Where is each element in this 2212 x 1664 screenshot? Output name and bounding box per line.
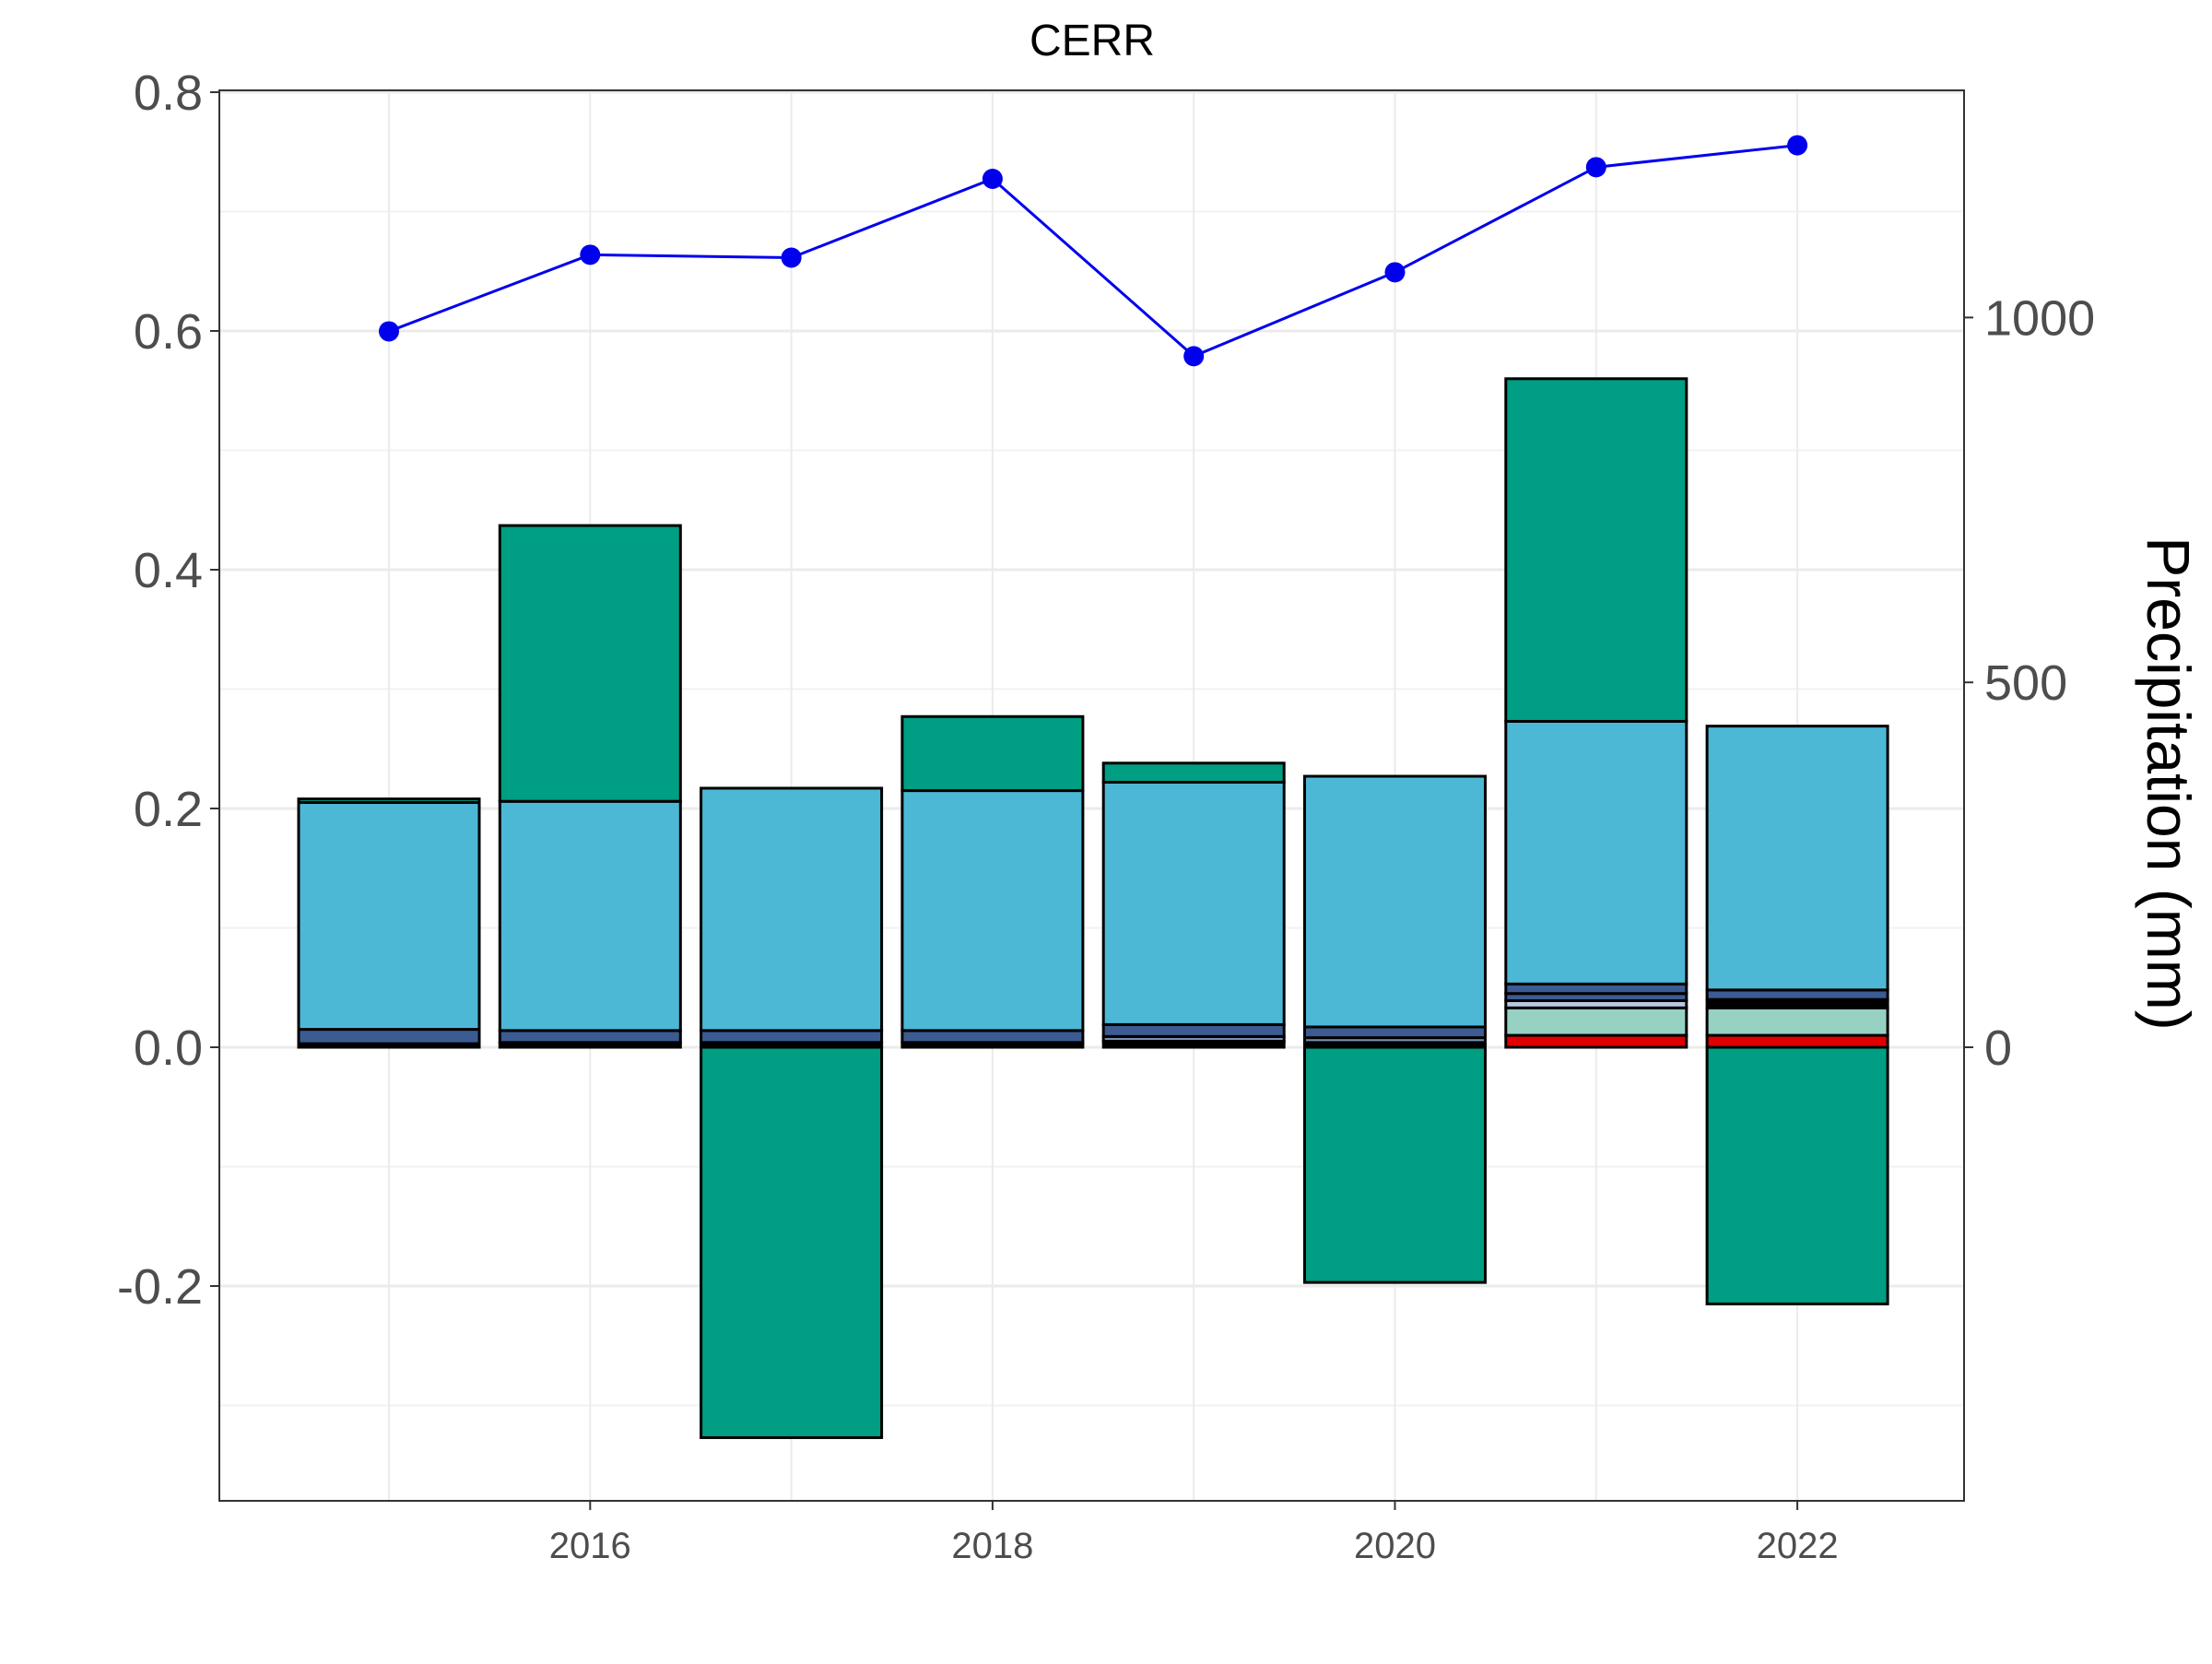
bar-segment: [900, 789, 1085, 1033]
bar-segment: [498, 524, 682, 803]
bar-segment: [1504, 1006, 1688, 1037]
bar-segment: [1504, 377, 1688, 723]
precipitation-point: [580, 244, 601, 266]
x-tick-label: 2018: [951, 1526, 1033, 1566]
bar-segment: [700, 1045, 884, 1439]
y-tick-label: 0.0: [134, 1021, 203, 1076]
bar-segment: [1504, 1033, 1688, 1049]
panel-border: [218, 89, 1965, 1502]
bar-segment: [1705, 725, 1889, 992]
y-tick-label: 0.6: [134, 304, 203, 360]
x-tick-label: 2022: [1757, 1526, 1839, 1566]
y-tick-label: 0.2: [134, 782, 203, 837]
y-tick-label: 0.8: [134, 65, 203, 121]
bar-segment: [1101, 761, 1286, 785]
y-tick-label: 0.4: [134, 543, 203, 598]
bar-segment: [297, 797, 481, 805]
bar-segment: [498, 1029, 682, 1044]
bar-segment: [1504, 719, 1688, 985]
bar-segment: [1303, 774, 1487, 1029]
bar-segment: [1101, 1022, 1286, 1038]
precipitation-line: [388, 144, 1798, 359]
bar-segment: [297, 1028, 481, 1045]
bar-segment: [1504, 982, 1688, 996]
bar-segment: [900, 714, 1085, 793]
bar-segment: [700, 786, 884, 1033]
chart-title: CERR: [1030, 17, 1155, 65]
bar-segment: [1705, 1045, 1889, 1305]
y2-tick-label: 1000: [1984, 290, 2095, 346]
right-axis-title: Precipitation (mm): [2135, 537, 2203, 1030]
bar-segment: [1303, 1025, 1487, 1040]
y2-tick-label: 500: [1984, 655, 2067, 711]
bar-segment: [297, 801, 481, 1032]
bar-segment: [1705, 988, 1889, 1001]
bar-segment: [498, 799, 682, 1033]
x-tick-label: 2016: [549, 1526, 631, 1566]
bar-segment: [700, 1029, 884, 1044]
precipitation-point: [1384, 262, 1406, 283]
precipitation-point: [781, 247, 802, 268]
bar-segment: [900, 1029, 1085, 1044]
precipitation-point: [982, 168, 1003, 189]
bar-segment: [1705, 1006, 1889, 1037]
precipitation-point: [1787, 135, 1808, 156]
y2-tick-label: 0: [1984, 1021, 2012, 1076]
precipitation-point: [1585, 157, 1606, 178]
bar-segment: [1705, 1033, 1889, 1049]
precipitation-point: [1183, 346, 1205, 367]
x-tick-label: 2020: [1354, 1526, 1436, 1566]
bar-segment: [1101, 781, 1286, 1026]
y-tick-label: -0.2: [117, 1259, 203, 1315]
precipitation-point: [379, 321, 399, 342]
bar-segment: [1303, 1045, 1487, 1284]
